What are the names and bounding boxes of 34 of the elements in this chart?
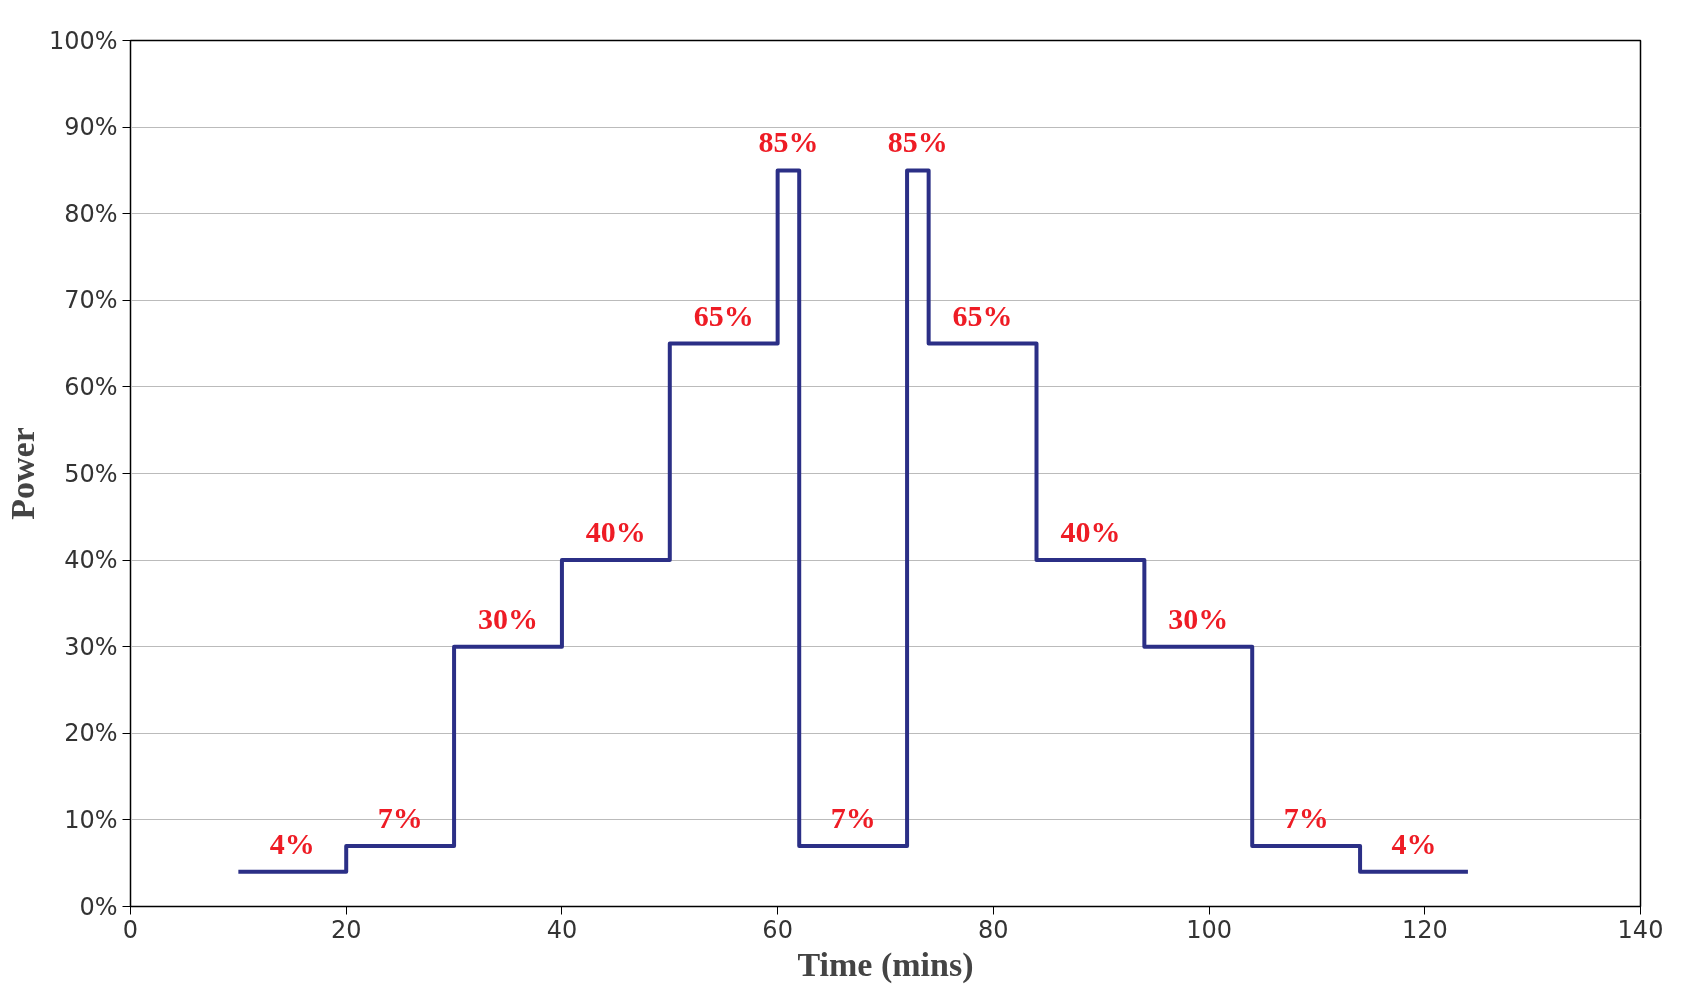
data-label: 4% — [1391, 826, 1437, 860]
x-tick-label: 60 — [762, 915, 793, 944]
x-tick-label: 120 — [1401, 915, 1448, 944]
data-label: 30% — [478, 601, 538, 635]
x-tick-label: 100 — [1186, 915, 1232, 944]
x-tick-label: 0 — [122, 915, 139, 944]
x-tick-label: 20 — [330, 915, 362, 944]
y-tick-label: 10% — [64, 805, 118, 834]
data-label: 4% — [269, 826, 315, 860]
data-label: 7% — [1283, 800, 1329, 834]
data-label: 7% — [377, 800, 423, 834]
y-tick-label: 80% — [64, 199, 118, 228]
x-tick-label: 140 — [1617, 915, 1664, 944]
y-tick-label: 60% — [64, 372, 118, 401]
data-label: 7% — [830, 800, 876, 834]
y-tick-label: 100% — [48, 26, 118, 55]
y-axis-title: Power — [3, 427, 41, 520]
data-label: 65% — [952, 298, 1013, 332]
y-tick-label: 0% — [79, 892, 118, 921]
data-label: 40% — [585, 515, 646, 549]
x-tick-label: 80 — [978, 915, 1009, 944]
y-tick-label: 30% — [64, 632, 118, 661]
data-label: 65% — [693, 298, 754, 332]
y-tick-label: 40% — [64, 546, 118, 575]
y-tick-label: 90% — [64, 113, 118, 142]
x-axis-title: Time (mins) — [797, 945, 974, 984]
y-tick-label: 70% — [64, 286, 118, 315]
x-tick-label: 40 — [546, 915, 578, 944]
data-label: 85% — [887, 125, 948, 159]
y-tick-label: 50% — [64, 459, 118, 488]
data-label: 30% — [1168, 601, 1229, 635]
data-label: 85% — [758, 125, 819, 159]
data-label: 40% — [1060, 515, 1121, 549]
y-tick-label: 20% — [64, 719, 118, 748]
